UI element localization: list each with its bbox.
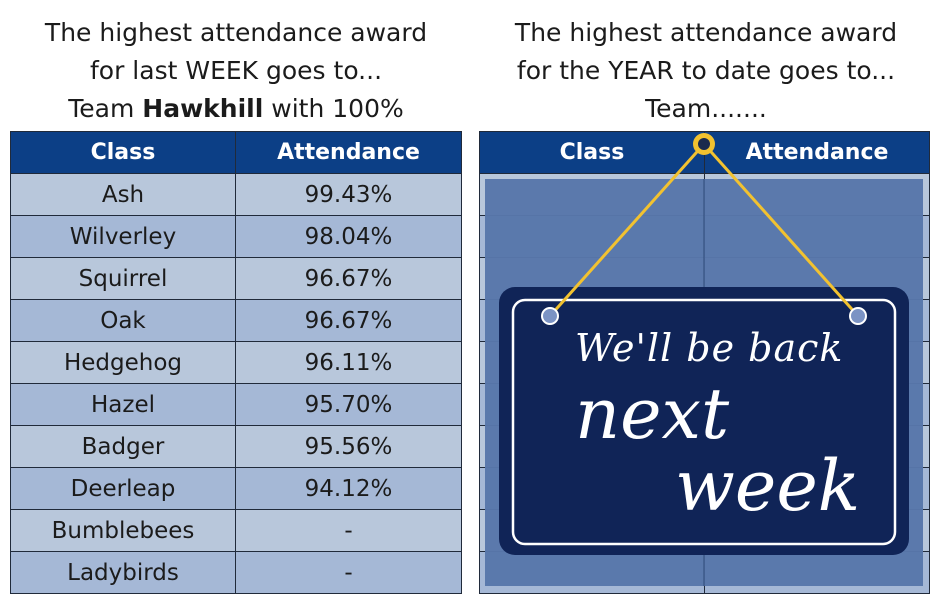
week-heading-line3: Team Hawkhill with 100% [0,90,472,128]
table-row: Hazel 95.70% [10,383,462,426]
week-heading-line1: The highest attendance award [44,18,428,47]
winning-team-name: Hawkhill [142,94,264,123]
table-row: Ash 99.43% [10,173,462,216]
hanging-sign [499,133,909,555]
table-row: Squirrel 96.67% [10,257,462,300]
sign-border [511,298,897,546]
class-name-cell: Ladybirds [10,551,236,594]
table-row: Oak 96.67% [10,299,462,342]
week-heading-line2: for last WEEK goes to... [89,56,383,85]
attendance-value-cell: - [235,509,462,552]
attendance-value-cell: 98.04% [235,215,462,258]
attendance-column-header: Attendance [704,131,930,174]
class-name-cell: Hedgehog [10,341,236,384]
sign-string-right [702,142,860,318]
class-name-cell: Bumblebees [10,509,236,552]
table-row: Hedgehog 96.11% [10,341,462,384]
class-name-cell: Wilverley [10,215,236,258]
sign-hole-right [849,307,867,325]
table-row: Deerleap 94.12% [10,467,462,510]
class-name-cell: Ash [10,173,236,216]
attendance-value-cell: 96.11% [235,341,462,384]
attendance-value-cell: - [235,551,462,594]
attendance-column-header: Attendance [235,131,462,174]
sign-hole-left [541,307,559,325]
attendance-value-cell: 96.67% [235,299,462,342]
week-heading-suffix: with 100% [263,94,404,123]
week-award-heading: The highest attendance award for last WE… [0,14,472,128]
hook-center [698,138,710,150]
table-row: Badger 95.56% [10,425,462,468]
class-name-cell: Badger [10,425,236,468]
table-header-row: Class Attendance [479,131,930,174]
class-name-cell: Deerleap [10,467,236,510]
table-row: Wilverley 98.04% [10,215,462,258]
year-award-heading: The highest attendance award for the YEA… [472,14,940,128]
attendance-value-cell: 95.70% [235,383,462,426]
year-heading-line3: Team....... [645,94,767,123]
class-name-cell: Oak [10,299,236,342]
year-heading-line2: for the YEAR to date goes to... [516,56,896,85]
class-name-cell: Squirrel [10,257,236,300]
weekly-attendance-table: Class Attendance Ash 99.43% Wilverley 98.04… [10,131,462,594]
sign-board [499,287,909,555]
attendance-value-cell: 95.56% [235,425,462,468]
table-row: Bumblebees - [10,509,462,552]
table-header-row: Class Attendance [10,131,462,174]
attendance-value-cell: 99.43% [235,173,462,216]
week-heading-prefix: Team [68,94,143,123]
year-heading-line1: The highest attendance award [514,18,898,47]
class-name-cell: Hazel [10,383,236,426]
attendance-value-cell: 94.12% [235,467,462,510]
attendance-value-cell: 96.67% [235,257,462,300]
class-column-header: Class [10,131,236,174]
sign-string-left [548,142,706,318]
class-column-header: Class [479,131,705,174]
table-row: Ladybirds - [10,551,462,594]
